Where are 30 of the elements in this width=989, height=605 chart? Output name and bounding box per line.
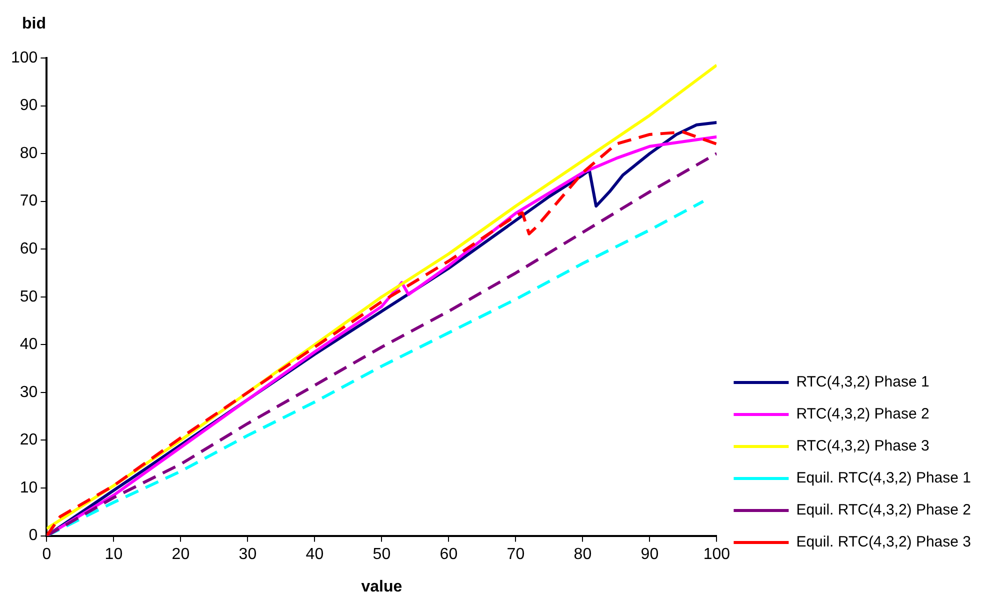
x-tick-label: 0 (42, 546, 52, 563)
y-tick-label: 0 (28, 527, 38, 544)
legend-label: Equil. RTC(4,3,2) Phase 1 (796, 470, 972, 487)
x-tick-label: 40 (306, 546, 324, 563)
x-tick-label: 100 (703, 546, 730, 563)
y-tick-label: 40 (20, 336, 38, 354)
legend-label: Equil. RTC(4,3,2) Phase 2 (796, 502, 972, 519)
y-tick-label: 10 (20, 479, 38, 496)
y-tick-label: 100 (10, 49, 38, 66)
x-axis-title: value (361, 578, 402, 596)
x-tick-label: 50 (372, 546, 391, 563)
legend-label: RTC(4,3,2) Phase 2 (796, 406, 930, 423)
x-tick-label: 20 (172, 546, 190, 563)
x-tick-label: 30 (238, 546, 257, 563)
legend-label: Equil. RTC(4,3,2) Phase 3 (796, 534, 972, 551)
y-tick-label: 20 (20, 432, 38, 449)
y-tick-label: 90 (20, 97, 38, 114)
legend-label: RTC(4,3,2) Phase 1 (796, 374, 930, 391)
legend-label: RTC(4,3,2) Phase 3 (796, 438, 930, 455)
x-tick-label: 80 (574, 546, 592, 563)
x-tick-label: 70 (506, 546, 525, 563)
y-tick-label: 80 (20, 144, 38, 162)
x-tick-label: 90 (640, 546, 659, 563)
x-tick-label: 10 (104, 546, 123, 563)
y-tick-label: 70 (20, 192, 38, 210)
y-tick-label: 60 (20, 240, 38, 258)
x-tick-label: 60 (440, 546, 458, 563)
y-tick-label: 30 (20, 384, 38, 401)
y-axis-title: bid (22, 15, 46, 32)
y-tick-label: 50 (20, 288, 38, 306)
